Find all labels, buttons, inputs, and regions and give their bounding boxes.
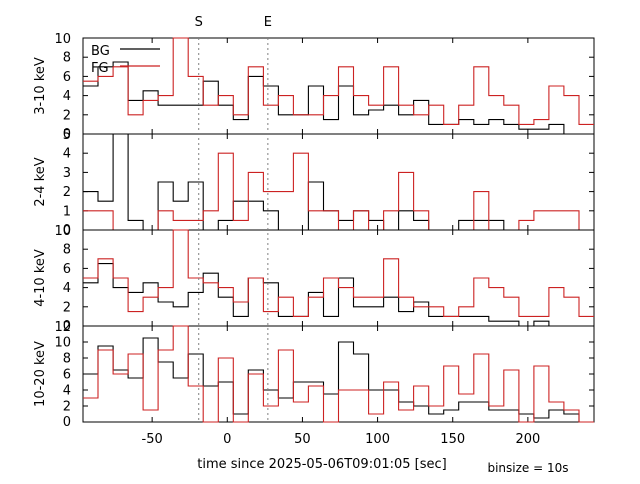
marker-label-e: E (264, 15, 272, 30)
y-tick-label-top: 12 (54, 320, 71, 335)
y-tick-label: 4 (63, 281, 71, 296)
y-tick-label-bottom: 0 (63, 415, 71, 430)
legend: BG FG (91, 44, 160, 76)
series-fg-panel-3 (83, 229, 594, 317)
y-tick-label-top: 10 (54, 224, 71, 239)
binsize-label: binsize = 10s (487, 461, 568, 475)
x-axis: -50 0 50 100 150 200 (142, 432, 541, 447)
y-tick-label: 6 (63, 368, 71, 383)
x-tick-label: 150 (440, 432, 465, 447)
legend-label-bg: BG (91, 44, 110, 59)
series-bg-panel-4 (83, 337, 594, 423)
y-tick-label: 2 (63, 300, 71, 315)
y-tick-label: 4 (63, 89, 71, 104)
y-tick-label: 8 (63, 51, 71, 66)
legend-label-fg: FG (91, 61, 109, 76)
y-tick-label: 2 (63, 400, 71, 415)
y-tick-label: 4 (63, 384, 71, 399)
y-tick-label: 8 (63, 352, 71, 367)
x-tick-label: 200 (515, 432, 540, 447)
x-tick-label: 0 (223, 432, 231, 447)
series-bg-panel-1 (83, 61, 594, 135)
x-tick-label: 50 (294, 432, 311, 447)
y-tick-label: 6 (63, 262, 71, 277)
x-tick-label: -50 (142, 432, 163, 447)
y-tick-label: 6 (63, 70, 71, 85)
y-tick-label-top: 10 (54, 32, 71, 47)
series-fg-panel-4 (83, 325, 594, 423)
y-tick-label-bottom: 0 (63, 319, 71, 334)
x-tick-label: 100 (365, 432, 390, 447)
y-tick-label: 4 (63, 147, 71, 162)
y-tick-label-bottom: 0 (63, 127, 71, 142)
y-tick-label: 10 (54, 336, 71, 351)
y-tick-label: 3 (63, 166, 71, 181)
marker-label-s: S (195, 15, 203, 30)
series-fg-panel-2 (83, 152, 594, 231)
y-axis-label-panel-1: 3-10 keV (33, 57, 48, 115)
y-tick-label: 8 (63, 243, 71, 258)
series-bg-panel-3 (83, 263, 594, 327)
y-axis-label-panel-3: 4-10 keV (33, 249, 48, 307)
y-tick-label: 2 (63, 185, 71, 200)
y-tick-label-bottom: 0 (63, 223, 71, 238)
y-tick-label-top: 5 (63, 128, 71, 143)
y-tick-label: 2 (63, 108, 71, 123)
panel-1: 2 4 6 8 10 0 3-10 keV (33, 32, 595, 142)
x-axis-title: time since 2025-05-06T09:01:05 [sec] (197, 457, 446, 472)
y-axis-label-panel-2: 2-4 keV (33, 157, 48, 206)
series-fg-panel-1 (83, 37, 594, 125)
y-tick-label: 1 (63, 204, 71, 219)
series-bg-panel-2 (83, 133, 594, 231)
y-axis-label-panel-4: 10-20 keV (33, 341, 48, 407)
